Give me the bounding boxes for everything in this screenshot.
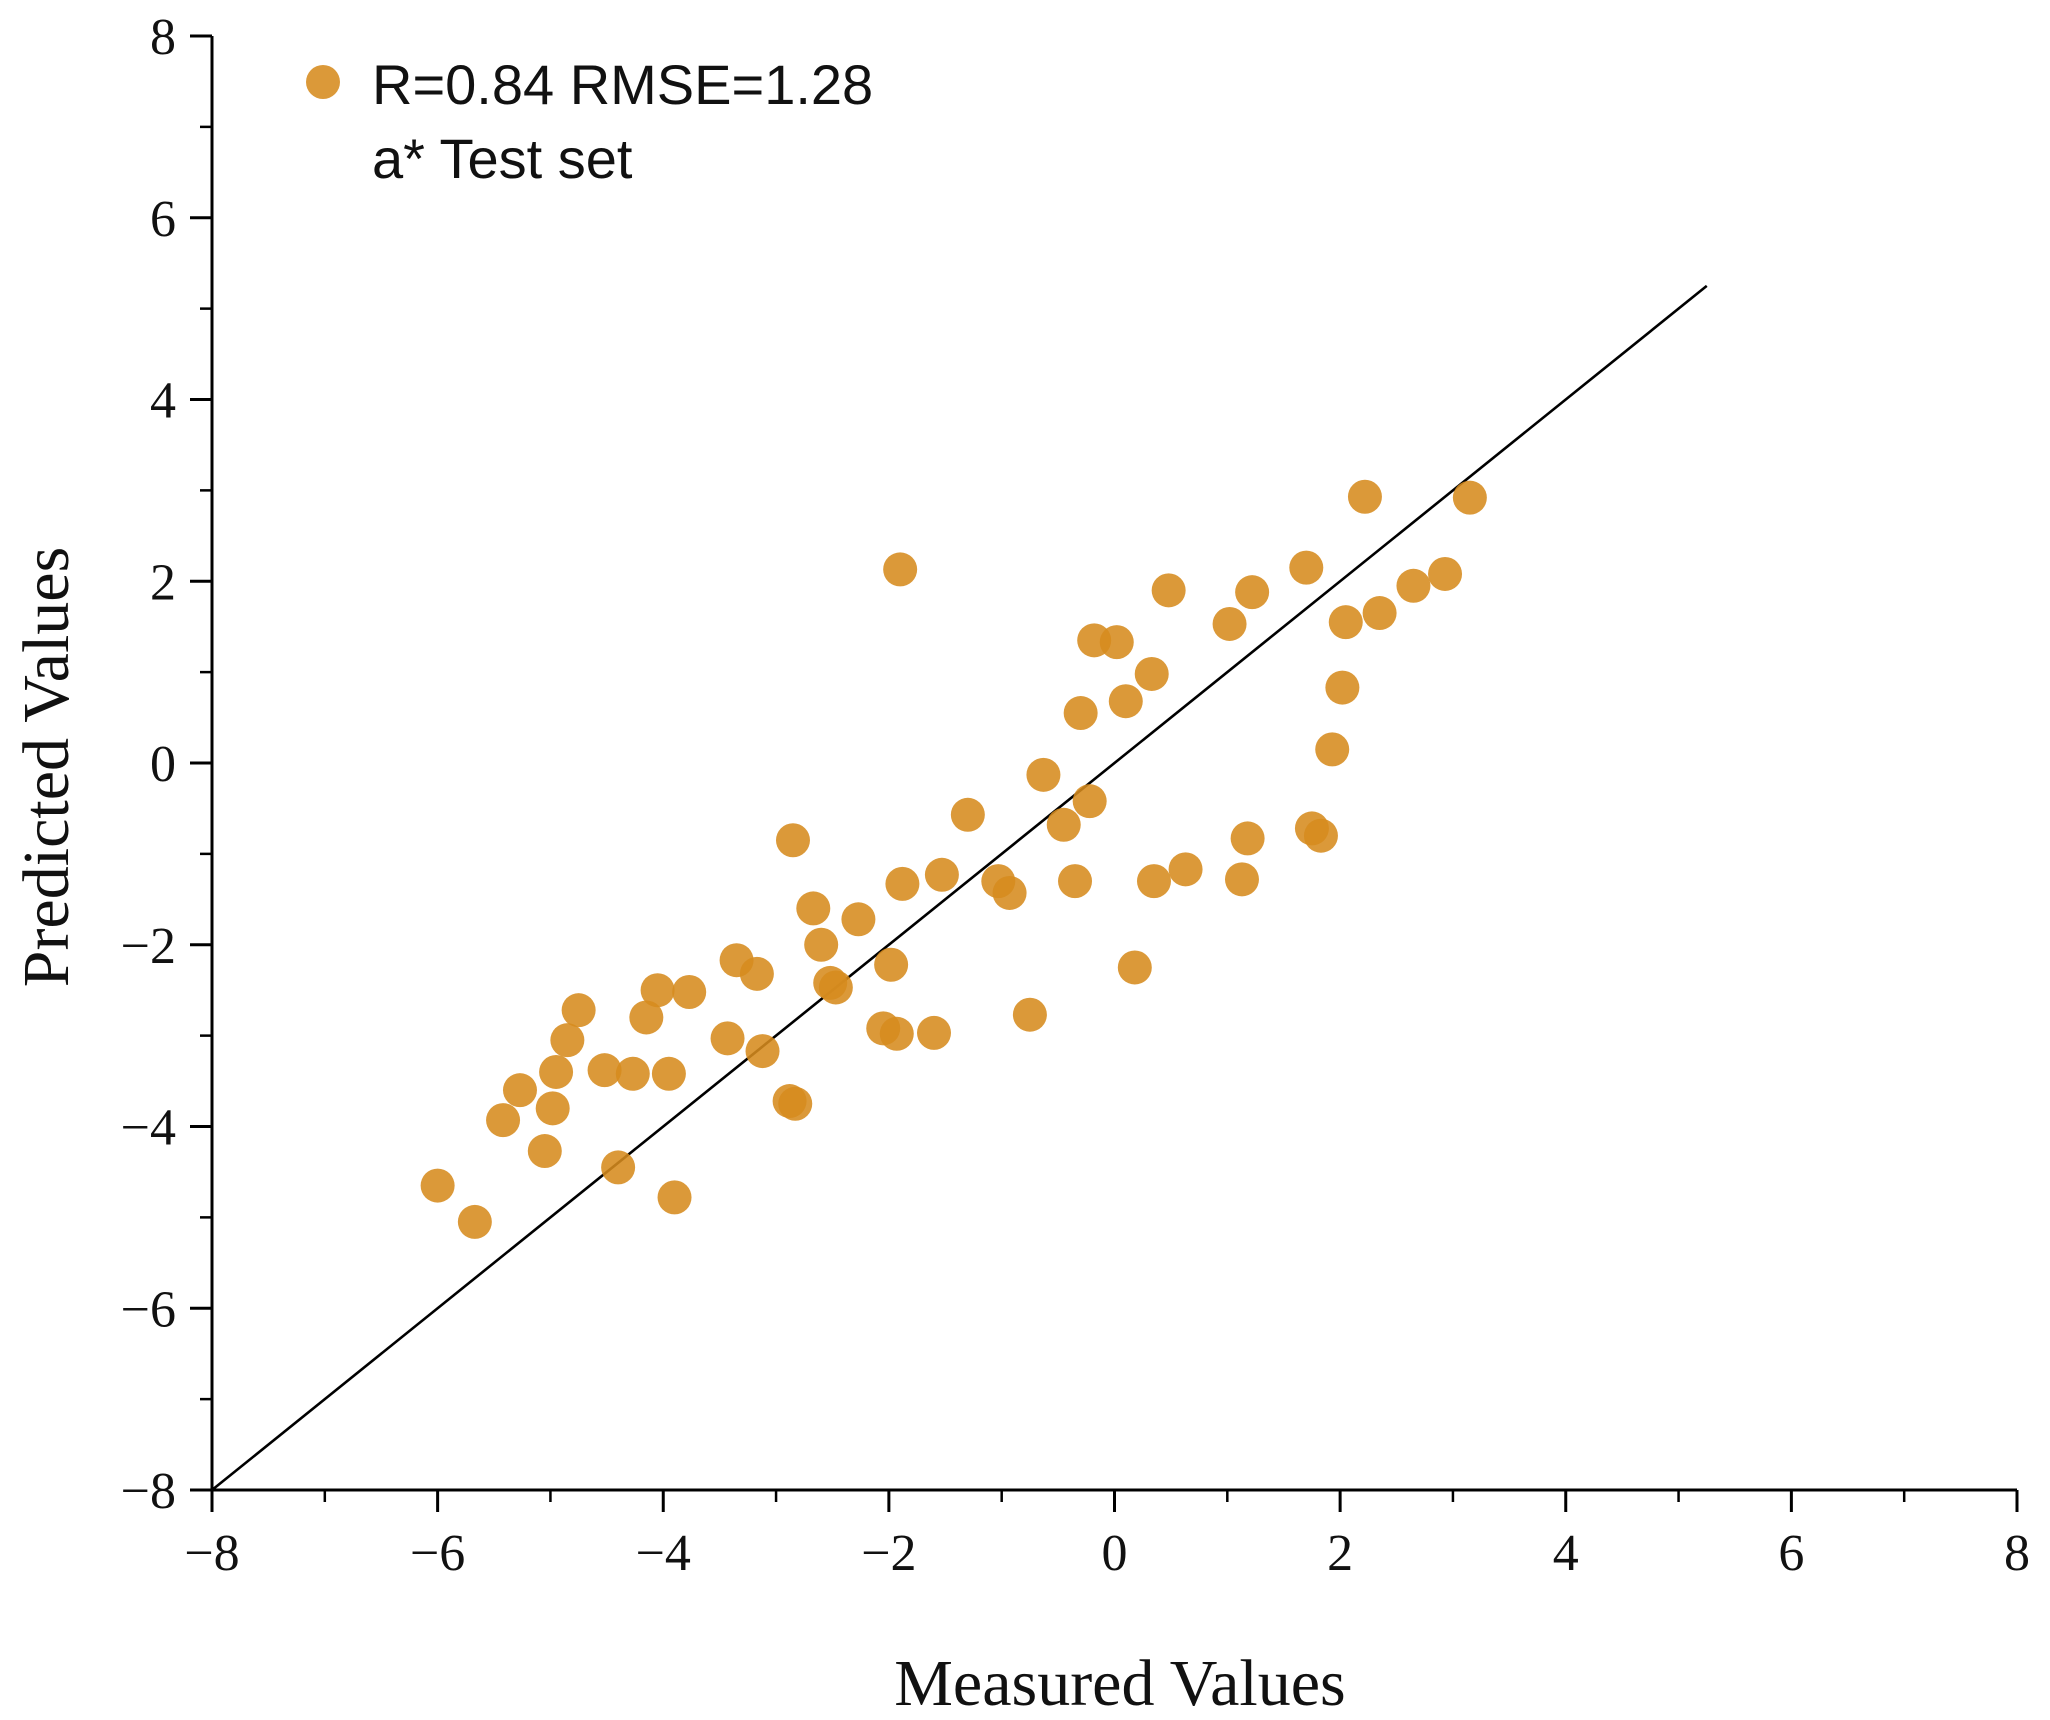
legend: R=0.84 RMSE=1.28 a* Test set (306, 53, 873, 190)
data-point (535, 1091, 570, 1126)
data-point (1362, 596, 1397, 631)
data-point (1136, 864, 1171, 899)
data-point (879, 1016, 914, 1051)
data-point (778, 1086, 813, 1121)
data-point (1072, 784, 1107, 819)
data-point (1168, 852, 1203, 887)
data-point (629, 1000, 664, 1035)
data-point (561, 993, 596, 1028)
x-tick-label: −4 (636, 1525, 691, 1582)
data-point (1325, 670, 1360, 705)
data-point (486, 1103, 521, 1138)
data-point (1046, 807, 1081, 842)
data-point (745, 1034, 780, 1069)
data-point (657, 1180, 692, 1215)
data-point (420, 1168, 455, 1203)
y-tick-label: 8 (150, 9, 176, 66)
data-point (1099, 625, 1134, 660)
x-tick-label: −2 (861, 1525, 916, 1582)
legend-marker (306, 65, 340, 99)
data-point (550, 1023, 585, 1058)
data-point (924, 857, 959, 892)
data-point (917, 1015, 951, 1050)
data-point (885, 866, 920, 901)
data-point (672, 975, 707, 1010)
data-point (587, 1053, 622, 1088)
x-tick-label: 2 (1327, 1525, 1353, 1582)
data-point (1452, 480, 1487, 515)
data-points (420, 479, 1487, 1239)
data-point (1315, 732, 1350, 767)
data-point (796, 891, 831, 926)
data-point (640, 973, 675, 1008)
data-point (1224, 862, 1259, 897)
data-point (1289, 550, 1324, 585)
data-point (874, 947, 909, 982)
x-axis-title: Measured Values (894, 1647, 1346, 1720)
data-point (615, 1056, 650, 1091)
data-point (1151, 573, 1186, 608)
data-point (818, 970, 853, 1005)
data-point (1108, 684, 1143, 719)
y-tick-label: −4 (121, 1100, 176, 1157)
y-tick-label: −2 (121, 918, 176, 975)
data-point (775, 823, 810, 858)
x-tick-label: 0 (1102, 1525, 1128, 1582)
data-point (457, 1204, 492, 1239)
data-point (1058, 864, 1093, 899)
data-point (1303, 818, 1338, 853)
data-point (1328, 605, 1363, 640)
plot-area (211, 284, 1708, 1492)
y-axis-title: Predicted Values (10, 547, 83, 988)
data-point (1063, 696, 1098, 731)
data-point (1117, 950, 1152, 985)
data-point (950, 797, 985, 832)
y-tick-label: 6 (150, 191, 176, 248)
data-point (841, 902, 876, 937)
x-tick-label: −6 (410, 1525, 465, 1582)
axes (190, 34, 2019, 1512)
data-point (539, 1054, 574, 1089)
data-point (1235, 575, 1270, 610)
data-point (651, 1056, 686, 1091)
x-tick-label: −8 (184, 1525, 239, 1582)
reference-line (211, 284, 1708, 1492)
data-point (1026, 757, 1061, 792)
data-point (710, 1021, 745, 1056)
data-point (1428, 556, 1463, 591)
data-point (1212, 606, 1247, 641)
data-point (804, 927, 839, 962)
data-point (601, 1150, 636, 1185)
data-point (883, 552, 918, 587)
data-point (1230, 821, 1265, 856)
legend-series-label: a* Test set (372, 127, 633, 190)
data-point (1347, 479, 1382, 514)
data-point (502, 1073, 537, 1108)
data-point (1012, 997, 1047, 1032)
tick-labels: −8 −6 −4 −2 0 2 4 6 8 −8 −6 −4 −2 0 2 4 6 8 (121, 9, 2030, 1582)
data-point (739, 956, 774, 991)
y-tick-label: 4 (150, 373, 176, 430)
y-tick-label: −8 (121, 1463, 176, 1520)
data-point (1134, 656, 1169, 691)
y-tick-label: −6 (121, 1281, 176, 1338)
data-point (1396, 568, 1431, 603)
x-tick-label: 6 (1778, 1525, 1804, 1582)
data-point (992, 875, 1027, 910)
y-tick-label: 0 (150, 736, 176, 793)
data-point (527, 1134, 562, 1169)
y-tick-label: 2 (150, 554, 176, 611)
x-tick-label: 8 (2004, 1525, 2030, 1582)
legend-stats-label: R=0.84 RMSE=1.28 (372, 53, 873, 116)
x-tick-label: 4 (1553, 1525, 1579, 1582)
